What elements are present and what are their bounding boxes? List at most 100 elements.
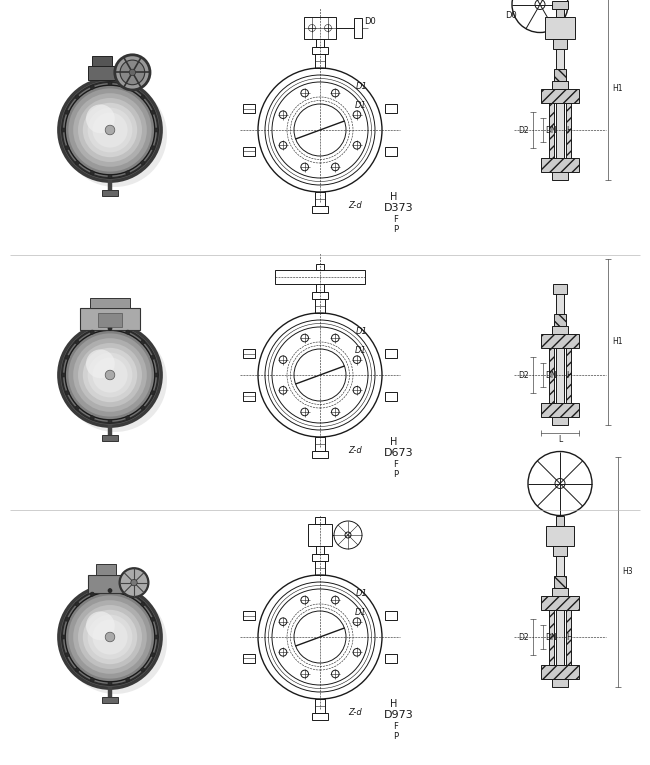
- Bar: [243, 611, 255, 620]
- Text: H: H: [566, 633, 572, 642]
- Circle shape: [125, 592, 130, 596]
- Circle shape: [78, 98, 142, 162]
- Text: H: H: [390, 437, 397, 447]
- Circle shape: [115, 55, 150, 90]
- Text: DN: DN: [545, 370, 556, 379]
- Bar: [553, 284, 567, 294]
- Bar: [315, 437, 325, 451]
- Circle shape: [155, 128, 159, 132]
- Bar: [102, 697, 118, 703]
- Bar: [316, 39, 324, 47]
- Bar: [385, 654, 397, 662]
- Circle shape: [90, 85, 94, 90]
- Bar: [566, 347, 571, 402]
- Bar: [552, 1, 568, 8]
- Bar: [549, 103, 554, 158]
- Bar: [304, 17, 336, 39]
- Circle shape: [86, 350, 115, 378]
- Circle shape: [131, 579, 137, 586]
- Text: D2: D2: [519, 633, 529, 642]
- Text: D1: D1: [355, 608, 367, 617]
- Text: F: F: [393, 722, 398, 731]
- Circle shape: [88, 108, 133, 152]
- Circle shape: [125, 85, 130, 90]
- Circle shape: [65, 85, 155, 174]
- Text: L: L: [558, 435, 562, 444]
- Circle shape: [62, 373, 66, 377]
- Text: DN: DN: [545, 633, 556, 642]
- Bar: [308, 524, 332, 546]
- Bar: [316, 264, 324, 270]
- Bar: [312, 713, 328, 720]
- Circle shape: [105, 632, 115, 642]
- Circle shape: [90, 330, 94, 334]
- Text: D2: D2: [519, 370, 529, 379]
- Circle shape: [65, 110, 69, 114]
- Circle shape: [105, 125, 115, 135]
- Text: DN: DN: [545, 125, 556, 135]
- Circle shape: [90, 592, 94, 596]
- Bar: [552, 416, 568, 425]
- Text: D1: D1: [356, 327, 367, 336]
- Bar: [553, 545, 567, 555]
- Bar: [541, 665, 579, 679]
- Circle shape: [129, 69, 136, 76]
- Circle shape: [120, 568, 148, 597]
- Circle shape: [75, 405, 79, 410]
- Bar: [98, 313, 122, 327]
- Bar: [315, 54, 325, 68]
- Circle shape: [63, 590, 167, 694]
- Circle shape: [63, 83, 167, 187]
- Text: D1: D1: [356, 82, 367, 91]
- Text: D1: D1: [355, 346, 367, 355]
- Bar: [552, 171, 568, 180]
- Bar: [556, 317, 564, 422]
- Circle shape: [83, 610, 137, 664]
- Circle shape: [65, 617, 69, 621]
- Text: F: F: [393, 215, 398, 224]
- Bar: [552, 325, 568, 334]
- Bar: [541, 334, 579, 347]
- Text: F: F: [393, 460, 398, 469]
- Circle shape: [75, 668, 79, 672]
- Circle shape: [92, 112, 127, 148]
- Bar: [92, 57, 112, 66]
- Bar: [385, 104, 397, 113]
- Text: P: P: [393, 732, 398, 741]
- Bar: [552, 80, 568, 89]
- Bar: [556, 294, 564, 314]
- Circle shape: [92, 357, 127, 392]
- Text: Z-d: Z-d: [348, 446, 362, 455]
- Text: D373: D373: [384, 203, 413, 213]
- Text: D673: D673: [384, 448, 413, 458]
- Circle shape: [68, 89, 151, 171]
- Circle shape: [90, 416, 94, 420]
- Circle shape: [78, 605, 142, 669]
- Circle shape: [65, 391, 69, 395]
- Text: Z-d: Z-d: [348, 708, 362, 717]
- Bar: [556, 516, 564, 526]
- Bar: [545, 17, 575, 38]
- Bar: [556, 73, 564, 177]
- Circle shape: [65, 653, 69, 657]
- Bar: [315, 192, 325, 206]
- Bar: [556, 8, 564, 17]
- Bar: [312, 206, 328, 213]
- Circle shape: [141, 602, 145, 606]
- Bar: [552, 679, 568, 686]
- Circle shape: [58, 79, 161, 181]
- Bar: [556, 580, 564, 685]
- Text: Z-d: Z-d: [348, 201, 362, 210]
- Text: H3: H3: [622, 567, 632, 576]
- Circle shape: [58, 324, 161, 426]
- Circle shape: [108, 588, 112, 593]
- Text: P: P: [393, 470, 398, 479]
- Circle shape: [75, 602, 79, 606]
- Bar: [315, 517, 325, 524]
- Bar: [556, 555, 564, 575]
- Bar: [102, 190, 118, 197]
- Circle shape: [125, 330, 130, 334]
- Circle shape: [151, 355, 155, 360]
- Bar: [541, 595, 579, 610]
- Text: D0: D0: [364, 17, 376, 26]
